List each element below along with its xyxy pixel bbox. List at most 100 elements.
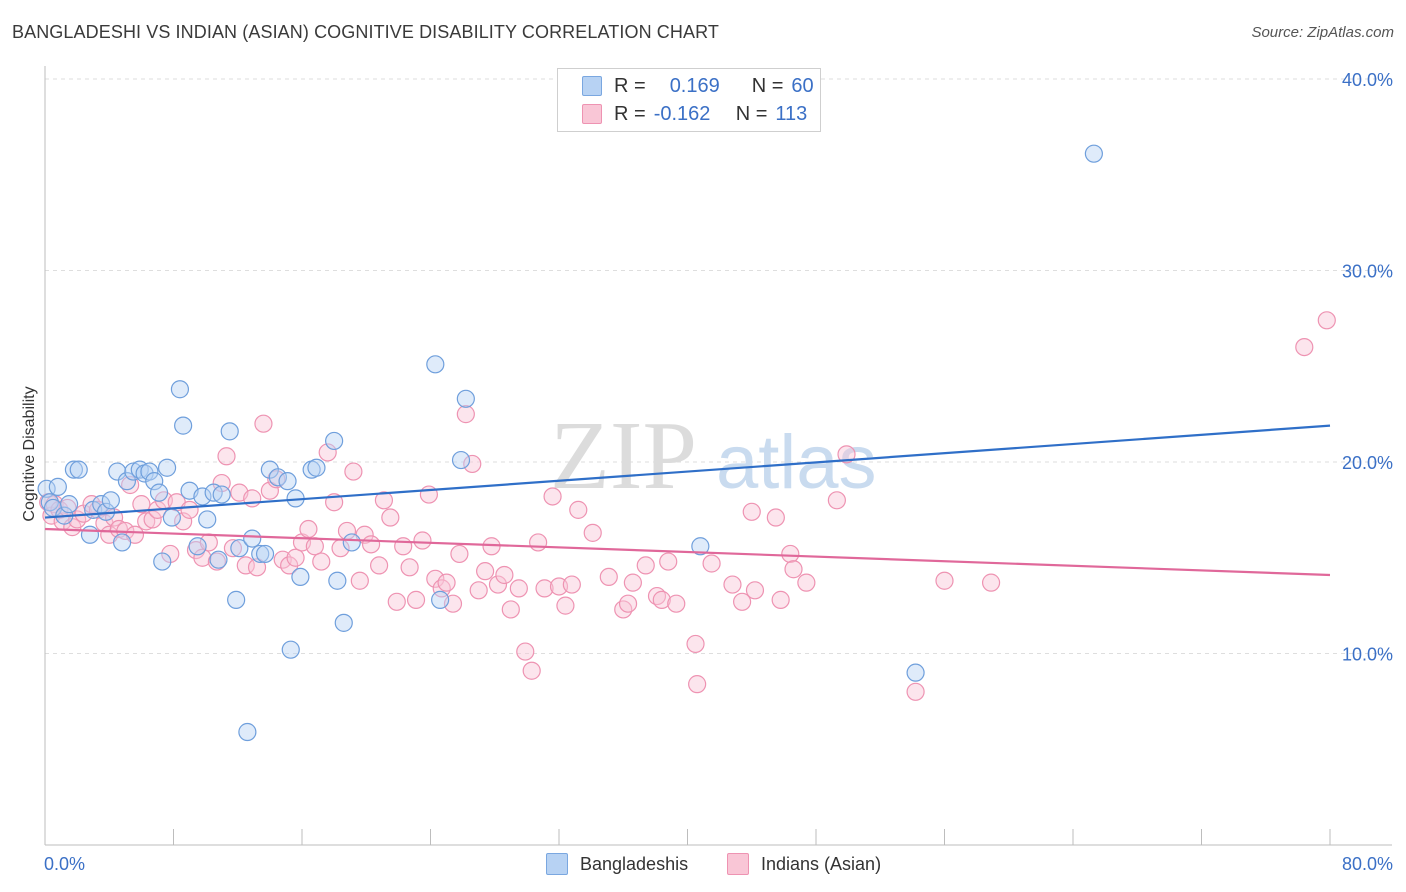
- bangladeshis-point: [328, 571, 347, 590]
- n-value: 113: [775, 102, 808, 125]
- bangladeshis-point: [170, 380, 190, 399]
- indians-asian-point: [583, 523, 602, 542]
- indians-asian-points: [39, 311, 1336, 701]
- indians-asian-point: [501, 600, 520, 619]
- legend-label-bangladeshis: Bangladeshis: [580, 853, 689, 874]
- indians-asian-point: [450, 544, 469, 564]
- indians-asian-point: [522, 661, 541, 680]
- bangladeshis-point: [334, 613, 353, 632]
- indians-asian-trend-line: [44, 527, 1331, 577]
- r-value: -0.162: [653, 102, 711, 125]
- indians-asian-point: [556, 596, 575, 615]
- bangladeshis-point: [162, 508, 181, 527]
- indians-asian-point: [381, 508, 400, 527]
- bangladeshis-point: [230, 539, 249, 558]
- indians-asian-point: [495, 565, 514, 585]
- indians-asian-point: [463, 454, 482, 474]
- bangladeshis-point: [69, 460, 88, 479]
- bangladeshis-trend-line: [44, 424, 1331, 519]
- bangladeshis-point: [426, 355, 445, 374]
- bangladeshis-point: [59, 495, 79, 514]
- indians-asian-point: [1295, 338, 1314, 357]
- indians-asian-point: [370, 556, 389, 575]
- indians-asian-point: [109, 519, 128, 539]
- y-tick-label: 20.0%: [1342, 453, 1393, 473]
- bangladeshis-point: [307, 458, 326, 477]
- indians-asian-point: [702, 554, 721, 573]
- indians-asian-point: [543, 487, 562, 506]
- indians-asian-point: [174, 512, 193, 531]
- bangladeshis-point: [325, 431, 344, 451]
- bangladeshis-point: [40, 493, 59, 512]
- indians-asian-point: [400, 558, 419, 577]
- indians-asian-point: [456, 405, 475, 424]
- indians-asian-point: [137, 512, 156, 531]
- indians-asian-point: [180, 500, 199, 519]
- indians-asian-point: [935, 571, 954, 590]
- indians-asian-point: [614, 600, 633, 619]
- indians-asian-point: [1317, 311, 1336, 330]
- indians-asian-point: [516, 642, 535, 661]
- legend-row-indians-asian: R = -0.162 N = 113: [582, 101, 807, 127]
- indians-asian-point: [243, 489, 262, 508]
- indians-asian-point: [217, 447, 236, 466]
- bangladeshis-point: [188, 537, 207, 556]
- indians-asian-point: [981, 573, 1001, 592]
- legend-row-bangladeshis: R = 0.169 N = 60: [582, 73, 814, 99]
- legend-swatch-blue: [582, 76, 602, 96]
- n-label: N =: [735, 102, 768, 125]
- indians-asian-point: [350, 571, 369, 590]
- bangladeshis-point: [64, 460, 84, 479]
- legend-item-indians-asian: Indians (Asian): [727, 852, 881, 876]
- indians-asian-point: [742, 502, 761, 521]
- indians-asian-point: [618, 594, 638, 613]
- r-value: 0.169: [669, 74, 720, 97]
- indians-asian-point: [318, 443, 337, 462]
- indians-asian-point: [733, 592, 752, 611]
- x-tick-label: 0.0%: [44, 854, 85, 874]
- indians-asian-point: [827, 491, 846, 510]
- indians-asian-point: [771, 590, 790, 609]
- bangladeshis-point: [37, 479, 56, 498]
- tick-labels: 10.0% 20.0% 30.0% 40.0% 0.0% 80.0%: [44, 70, 1393, 874]
- bangladeshis-point: [149, 483, 169, 502]
- y-tick-label: 30.0%: [1342, 262, 1393, 282]
- indians-asian-point: [305, 537, 324, 556]
- indians-asian-point: [132, 495, 151, 514]
- indians-asian-point: [374, 491, 394, 510]
- indians-asian-point: [488, 575, 508, 594]
- indians-asian-point: [797, 573, 816, 592]
- bangladeshis-point: [456, 389, 475, 408]
- bangladeshis-point: [255, 544, 275, 564]
- indians-asian-point: [766, 508, 785, 527]
- indians-asian-point: [286, 548, 305, 567]
- indians-asian-point: [299, 519, 318, 539]
- indians-asian-point: [387, 592, 406, 611]
- indians-asian-point: [652, 590, 671, 609]
- bangladeshis-point: [48, 477, 67, 496]
- indians-asian-point: [432, 579, 451, 598]
- y-tick-label: 10.0%: [1342, 645, 1393, 665]
- indians-asian-point: [723, 575, 742, 594]
- watermark-zip: ZIP: [550, 402, 697, 510]
- indians-asian-point: [469, 581, 488, 600]
- indians-asian-point: [659, 552, 678, 571]
- indians-asian-point: [426, 569, 445, 588]
- bangladeshis-point: [906, 663, 925, 682]
- indians-asian-point: [686, 634, 705, 654]
- indians-asian-point: [254, 414, 273, 433]
- indians-asian-point: [236, 556, 255, 575]
- indians-asian-point: [562, 575, 581, 594]
- indians-asian-point: [406, 590, 426, 609]
- y-tick-label: 40.0%: [1342, 70, 1393, 90]
- indians-asian-point: [193, 548, 212, 567]
- indians-asian-point: [437, 573, 456, 592]
- indians-asian-point: [247, 558, 267, 577]
- bangladeshis-point: [209, 550, 228, 569]
- bangladeshis-point: [291, 567, 310, 587]
- indians-asian-point: [312, 552, 331, 571]
- bangladeshis-point: [243, 529, 262, 548]
- indians-asian-point: [509, 579, 528, 598]
- r-label: R =: [614, 102, 646, 125]
